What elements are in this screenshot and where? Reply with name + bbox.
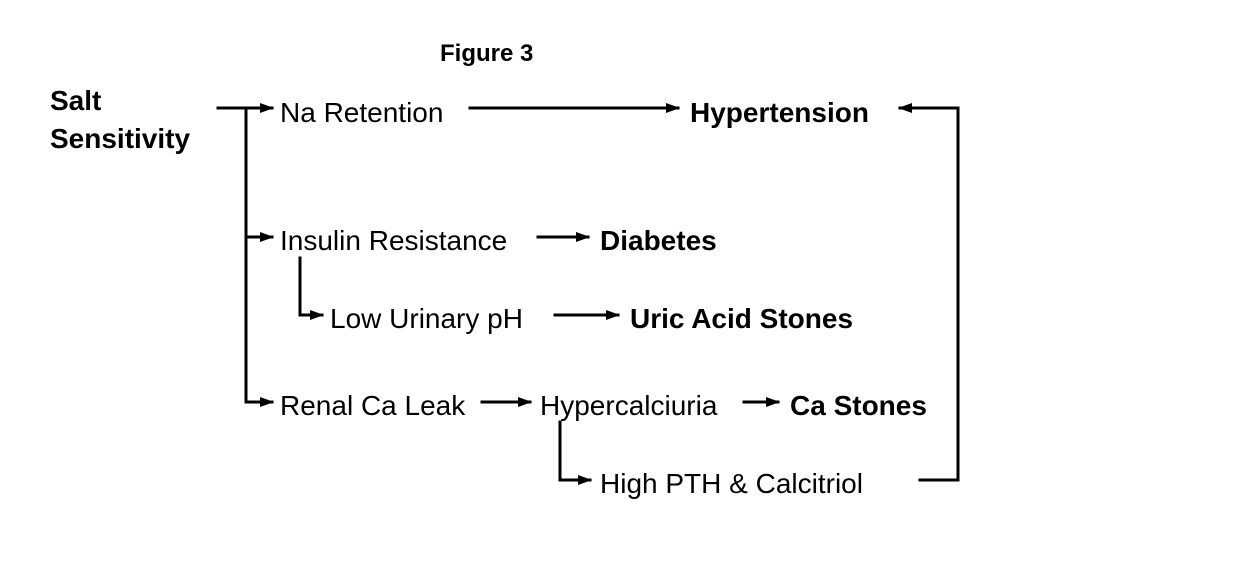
node-salt: Salt [50,85,101,117]
diagram-stage: Figure 3 SaltSensitivityNa RetentionHype… [0,0,1240,584]
node-hcu: Hypercalciuria [540,390,717,422]
node-lup: Low Urinary pH [330,303,523,335]
node-ir: Insulin Resistance [280,225,507,257]
edge-salt-bus [218,108,246,402]
node-rcl: Renal Ca Leak [280,390,465,422]
node-cas: Ca Stones [790,390,927,422]
node-dm: Diabetes [600,225,717,257]
node-na: Na Retention [280,97,443,129]
edge-ir-lup [300,258,322,315]
node-uas: Uric Acid Stones [630,303,853,335]
node-htn: Hypertension [690,97,869,129]
edge-pth-htn [900,108,958,480]
node-pth: High PTH & Calcitriol [600,468,863,500]
node-sens: Sensitivity [50,123,190,155]
edge-hcu-pth [560,422,590,480]
